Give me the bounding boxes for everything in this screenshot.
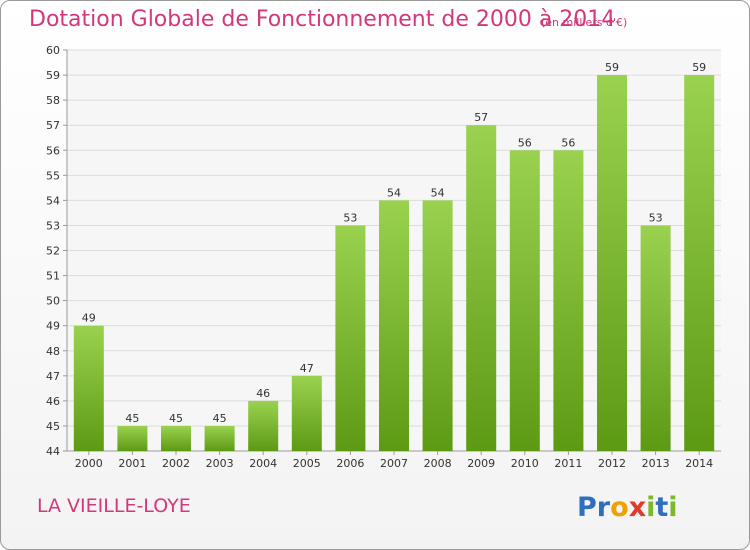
data-label: 57: [474, 111, 488, 124]
data-label: 45: [213, 412, 227, 425]
y-tick-label: 53: [46, 219, 60, 232]
y-tick-label: 45: [46, 420, 60, 433]
x-tick-label: 2002: [162, 457, 190, 470]
y-tick-label: 47: [46, 370, 60, 383]
y-tick-label: 56: [46, 144, 60, 157]
bar: [466, 125, 497, 451]
y-tick-label: 50: [46, 295, 60, 308]
y-tick-label: 55: [46, 169, 60, 182]
y-tick-label: 57: [46, 119, 60, 132]
commune-name: LA VIEILLE-LOYE: [37, 495, 191, 517]
x-tick-label: 2010: [511, 457, 539, 470]
bar: [73, 325, 104, 451]
y-tick-label: 49: [46, 320, 60, 333]
data-label: 54: [431, 186, 445, 199]
x-tick-label: 2004: [249, 457, 277, 470]
chart-unit: (en milliers d'€): [541, 16, 628, 29]
x-tick-label: 2009: [467, 457, 495, 470]
data-label: 46: [256, 387, 270, 400]
bar: [422, 200, 453, 451]
x-tick-label: 2001: [118, 457, 146, 470]
bar: [248, 400, 279, 451]
bar: [684, 75, 715, 451]
bar: [204, 425, 235, 451]
y-tick-label: 54: [46, 194, 60, 207]
x-tick-label: 2012: [598, 457, 626, 470]
bar: [161, 425, 191, 451]
data-label: 53: [343, 211, 357, 224]
x-tick-label: 2006: [336, 457, 364, 470]
data-label: 45: [169, 412, 183, 425]
bar: [553, 150, 584, 451]
data-label: 56: [518, 136, 532, 149]
x-tick-label: 2013: [642, 457, 670, 470]
y-tick-label: 52: [46, 245, 60, 258]
y-tick-label: 44: [46, 445, 60, 458]
y-tick-label: 51: [46, 270, 60, 283]
y-tick-label: 58: [46, 94, 60, 107]
data-label: 49: [82, 312, 96, 325]
x-tick-label: 2000: [75, 457, 103, 470]
x-tick-label: 2003: [206, 457, 234, 470]
y-tick-label: 48: [46, 345, 60, 358]
chart-title: Dotation Globale de Fonctionnement de 20…: [29, 7, 616, 32]
y-tick-label: 60: [46, 44, 60, 57]
x-tick-label: 2005: [293, 457, 321, 470]
y-tick-label: 59: [46, 69, 60, 82]
x-tick-label: 2008: [424, 457, 452, 470]
proxiti-logo: Proxiti: [577, 492, 678, 523]
bar: [597, 75, 627, 451]
bar: [509, 150, 540, 451]
bar: [335, 225, 366, 451]
data-label: 54: [387, 186, 401, 199]
data-label: 47: [300, 362, 314, 375]
data-label: 45: [125, 412, 139, 425]
x-tick-label: 2014: [685, 457, 713, 470]
data-label: 59: [692, 61, 706, 74]
data-label: 59: [605, 61, 619, 74]
y-tick-label: 46: [46, 395, 60, 408]
svg-text:Proxiti: Proxiti: [577, 492, 678, 523]
data-label: 56: [561, 136, 575, 149]
x-tick-label: 2011: [554, 457, 582, 470]
bar: [640, 225, 671, 451]
bar: [291, 375, 322, 451]
bar: [117, 425, 148, 451]
bar: [379, 200, 409, 451]
x-tick-label: 2007: [380, 457, 408, 470]
data-label: 53: [649, 211, 663, 224]
